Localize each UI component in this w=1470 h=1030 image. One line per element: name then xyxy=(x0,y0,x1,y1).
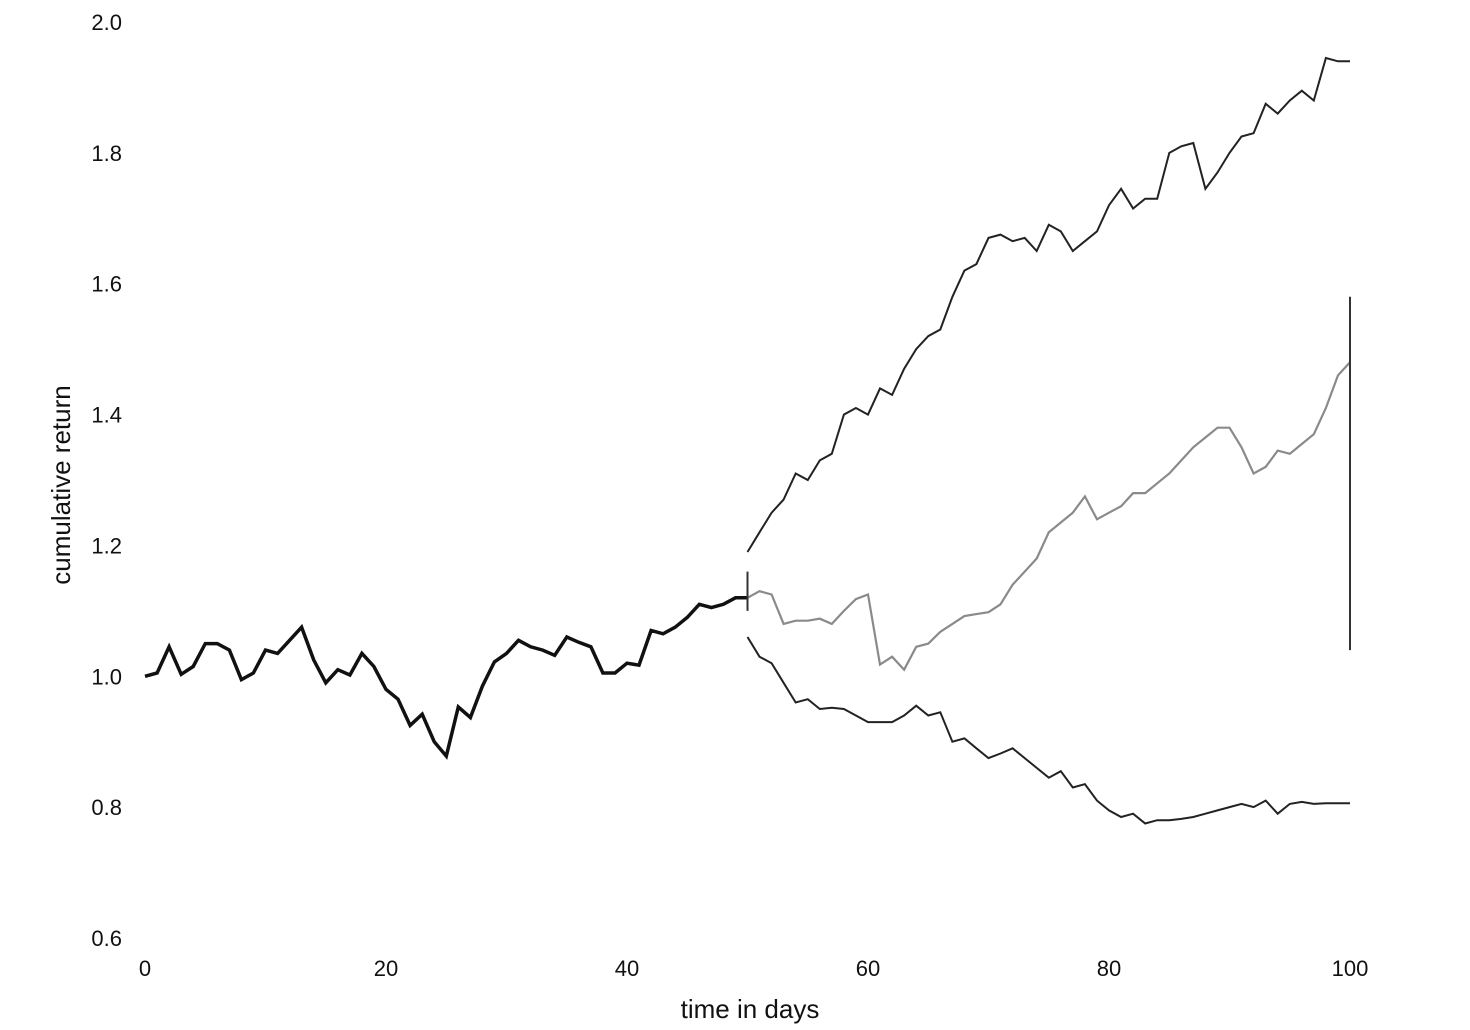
y-tick-label: 0.6 xyxy=(91,926,122,951)
y-tick-label: 0.8 xyxy=(91,795,122,820)
y-tick-label: 1.2 xyxy=(91,533,122,558)
y-tick-label: 1.6 xyxy=(91,272,122,297)
x-tick-label: 100 xyxy=(1332,956,1369,981)
x-tick-label: 0 xyxy=(139,956,151,981)
y-tick-label: 1.0 xyxy=(91,664,122,689)
series-layer xyxy=(144,56,1351,825)
y-axis-title: cumulative return xyxy=(46,385,76,584)
x-tick-label: 20 xyxy=(374,956,398,981)
series-line-middle-scenario xyxy=(746,361,1351,672)
series-line-history xyxy=(144,596,748,760)
y-axis-ticks: 0.6 0.8 1.0 1.2 1.4 1.6 1.8 2.0 xyxy=(91,10,122,951)
x-axis-ticks: 0 20 40 60 80 100 xyxy=(139,956,1368,981)
x-axis-title: time in days xyxy=(681,994,820,1024)
x-tick-label: 80 xyxy=(1097,956,1121,981)
series-line-lower-scenario xyxy=(746,636,1350,825)
series-line-upper-scenario xyxy=(746,56,1350,553)
x-tick-label: 60 xyxy=(856,956,880,981)
y-tick-label: 1.8 xyxy=(91,141,122,166)
y-tick-label: 1.4 xyxy=(91,403,122,428)
x-tick-label: 40 xyxy=(615,956,639,981)
y-tick-label: 2.0 xyxy=(91,10,122,35)
